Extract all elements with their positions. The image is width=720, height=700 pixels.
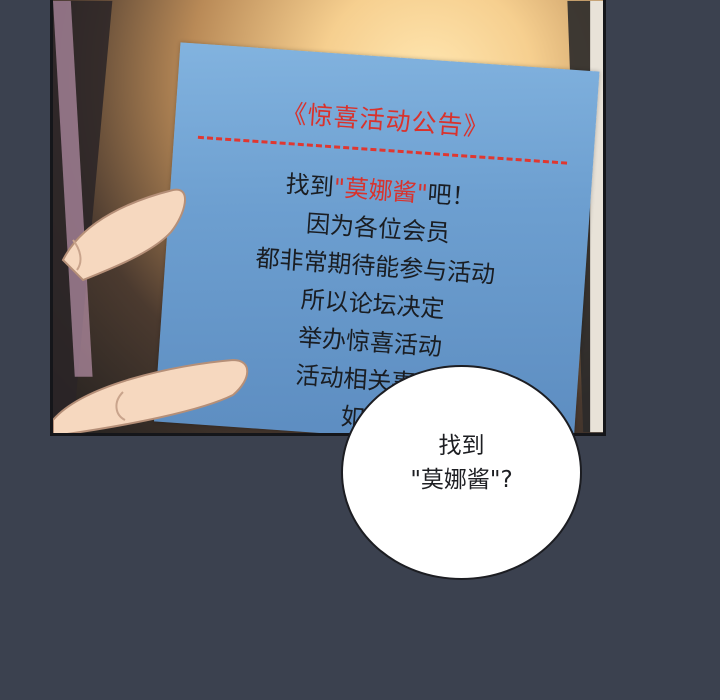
speech-bubble-text: 找到 "莫娜酱"? (343, 429, 580, 497)
speech-line: 找到 (438, 433, 485, 459)
comic-panel: 《惊喜活动公告》 找到"莫娜酱"吧！ 因为各位会员 都非常期待能参与活动 所以论… (50, 0, 606, 436)
speech-line: "莫娜酱"? (410, 467, 513, 493)
speech-bubble: 找到 "莫娜酱"? (341, 365, 582, 580)
hand-fingers-illustration (53, 188, 249, 433)
